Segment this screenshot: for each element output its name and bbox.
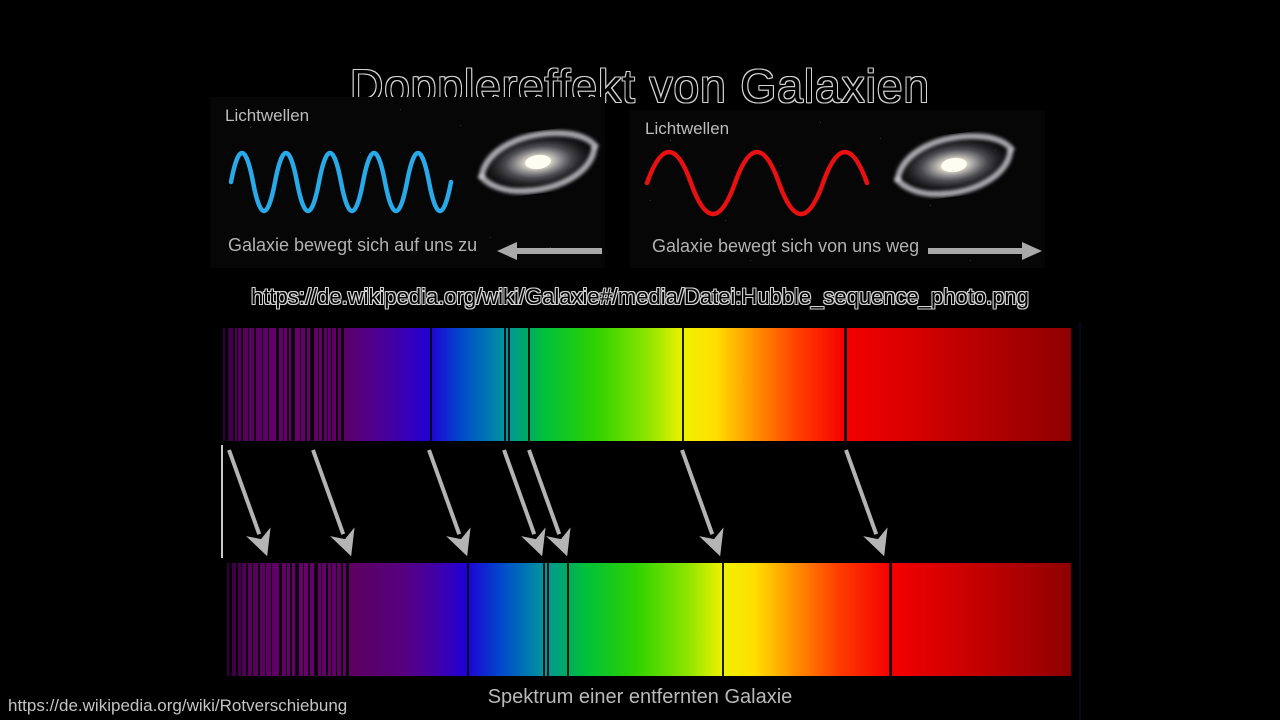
absorption-line <box>326 563 328 676</box>
arrow-shaft <box>513 248 602 254</box>
star-field <box>630 110 631 111</box>
arrow-right-icon <box>928 242 1042 260</box>
lichtwellen-label: Lichtwellen <box>645 119 730 138</box>
redshift-arrow <box>311 449 355 557</box>
redshift-arrow <box>527 449 571 557</box>
panel-receding-galaxy: Lichtwellen <box>630 110 1045 268</box>
absorption-line <box>308 563 310 676</box>
arrowhead-right <box>1022 242 1042 260</box>
lichtwellen-label: Lichtwellen <box>225 106 310 125</box>
absorption-line <box>889 563 892 676</box>
absorption-line <box>310 328 314 441</box>
absorption-line <box>844 328 847 441</box>
absorption-line <box>295 563 299 676</box>
red-wave-path <box>644 150 870 216</box>
absorption-line <box>331 563 332 676</box>
absorption-line <box>286 563 287 676</box>
absorption-line <box>262 328 263 441</box>
source-url-rotverschiebung: https://de.wikipedia.org/wiki/Rotverschi… <box>8 696 348 715</box>
absorption-line <box>543 563 545 676</box>
spectrum-distant-galaxy-bottom <box>227 563 1071 676</box>
absorption-line <box>722 563 724 676</box>
redshift-arrow <box>427 449 471 557</box>
source-url-galaxie: https://de.wikipedia.org/wiki/Galaxie#/m… <box>251 284 1029 309</box>
absorption-line <box>504 328 506 441</box>
arrowhead-left <box>497 242 517 260</box>
star-field <box>210 97 211 98</box>
absorption-line <box>271 563 272 676</box>
absorption-line <box>336 563 337 676</box>
absorption-line <box>276 328 279 441</box>
redshift-arrow <box>680 449 724 557</box>
page-title: Dopplereffekt von Galaxien <box>349 59 931 112</box>
blue-wave-path <box>228 150 454 214</box>
absorption-line <box>336 328 338 441</box>
redshift-arrow <box>844 449 888 557</box>
absorption-line <box>318 328 319 441</box>
bottom-caption: Spektrum einer entfernten Galaxie <box>487 686 793 708</box>
reference-line <box>221 445 223 558</box>
absorption-line <box>246 563 248 676</box>
absorption-line <box>283 328 284 441</box>
absorption-line <box>291 328 295 441</box>
absorption-line <box>248 328 249 441</box>
panel-approaching-galaxy: Lichtwellen <box>210 97 605 268</box>
absorption-line <box>287 328 289 441</box>
absorption-line <box>547 563 549 676</box>
arrow-shaft <box>928 248 1026 254</box>
absorption-line <box>305 328 307 441</box>
absorption-line <box>341 328 344 441</box>
spiral-galaxy-image <box>474 130 602 194</box>
absorption-line <box>237 328 238 441</box>
slide-edge-line <box>1079 322 1081 720</box>
absorption-line <box>300 328 301 441</box>
spectrum-reference-top <box>223 328 1071 441</box>
absorption-line <box>303 563 304 676</box>
absorption-line <box>241 328 243 441</box>
absorption-line <box>321 563 322 676</box>
absorption-line <box>290 563 292 676</box>
absorption-line <box>327 328 328 441</box>
absorption-line <box>265 563 266 676</box>
absorption-line <box>682 328 684 441</box>
caption-receding: Galaxie bewegt sich von uns weg <box>652 236 920 256</box>
absorption-line <box>430 328 432 441</box>
absorption-line <box>254 328 256 441</box>
absorption-line <box>528 328 530 441</box>
red-lightwave-icon <box>644 150 870 216</box>
absorption-line <box>467 563 469 676</box>
absorption-line <box>508 328 510 441</box>
absorption-line <box>258 563 260 676</box>
absorption-line <box>314 563 318 676</box>
absorption-line <box>252 563 253 676</box>
blue-lightwave-icon <box>228 150 454 214</box>
absorption-line <box>225 328 228 441</box>
absorption-line <box>241 563 242 676</box>
absorption-line <box>322 328 324 441</box>
absorption-line <box>346 563 349 676</box>
caption-approaching: Galaxie bewegt sich auf uns zu <box>228 235 478 255</box>
absorption-line <box>567 563 569 676</box>
absorption-line <box>279 563 282 676</box>
absorption-line <box>341 563 343 676</box>
redshift-arrow <box>227 449 271 557</box>
absorption-line <box>229 563 232 676</box>
absorption-line <box>233 328 235 441</box>
redshift-arrow <box>502 449 546 557</box>
arrow-left-icon <box>497 242 602 260</box>
absorption-line <box>236 563 238 676</box>
spiral-galaxy-image <box>890 133 1018 197</box>
absorption-line <box>331 328 332 441</box>
absorption-line <box>268 328 269 441</box>
